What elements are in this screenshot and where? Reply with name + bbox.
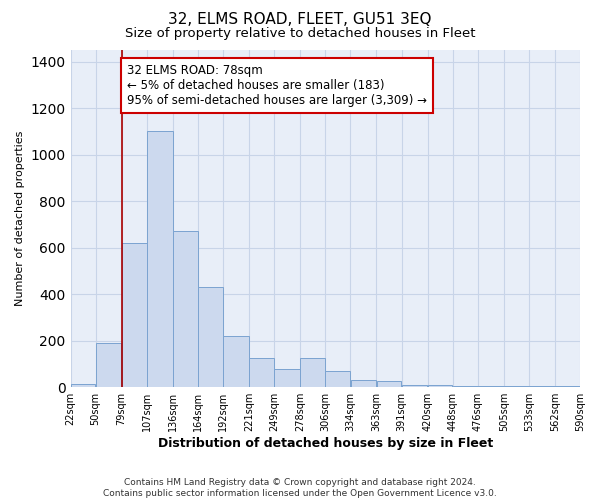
Bar <box>478 386 503 387</box>
Bar <box>274 368 300 387</box>
Bar <box>504 386 529 387</box>
Bar <box>173 232 197 387</box>
Bar <box>71 384 95 387</box>
Bar <box>453 386 478 387</box>
Bar <box>428 385 452 387</box>
Bar <box>529 386 554 387</box>
Bar <box>325 371 350 387</box>
Bar <box>96 343 121 387</box>
Bar <box>223 336 249 387</box>
X-axis label: Distribution of detached houses by size in Fleet: Distribution of detached houses by size … <box>158 437 493 450</box>
Text: 32 ELMS ROAD: 78sqm
← 5% of detached houses are smaller (183)
95% of semi-detach: 32 ELMS ROAD: 78sqm ← 5% of detached hou… <box>127 64 427 107</box>
Bar <box>555 386 580 387</box>
Bar <box>402 385 427 387</box>
Bar <box>350 380 376 387</box>
Text: Size of property relative to detached houses in Fleet: Size of property relative to detached ho… <box>125 28 475 40</box>
Bar <box>301 358 325 387</box>
Bar <box>377 381 401 387</box>
Bar <box>249 358 274 387</box>
Y-axis label: Number of detached properties: Number of detached properties <box>15 131 25 306</box>
Bar <box>122 243 146 387</box>
Bar <box>147 132 173 387</box>
Text: 32, ELMS ROAD, FLEET, GU51 3EQ: 32, ELMS ROAD, FLEET, GU51 3EQ <box>168 12 432 28</box>
Text: Contains HM Land Registry data © Crown copyright and database right 2024.
Contai: Contains HM Land Registry data © Crown c… <box>103 478 497 498</box>
Bar <box>198 287 223 387</box>
